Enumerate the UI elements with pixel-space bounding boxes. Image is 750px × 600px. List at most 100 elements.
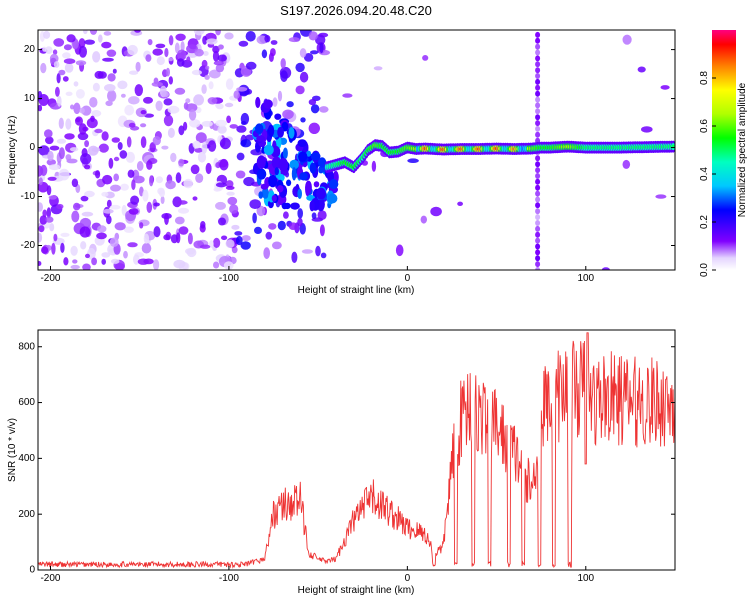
- spectrogram-cell: [535, 243, 541, 250]
- spectrogram-cell: [240, 139, 252, 148]
- spectrogram-cell: [129, 70, 139, 75]
- spectrogram-cell: [305, 182, 310, 197]
- spectrogram-cell: [201, 84, 207, 94]
- spectrogram-cell: [70, 104, 75, 110]
- x-tick-label: -200: [40, 273, 60, 284]
- spectrogram-cell: [430, 206, 442, 217]
- spectrogram-cell: [535, 202, 541, 209]
- spectrogram-cell: [91, 110, 102, 117]
- spectrogram-cell: [229, 204, 239, 214]
- spectrogram-cell: [315, 245, 321, 257]
- y-tick-label: 600: [18, 397, 35, 408]
- spectrogram-cell: [38, 261, 42, 266]
- spectrogram-cell: [660, 85, 670, 90]
- spectrogram-cell: [193, 94, 205, 106]
- colorbar-tick-label: 0.4: [699, 167, 710, 181]
- spectrogram-cell: [271, 194, 277, 202]
- spectrogram-cell: [53, 38, 65, 47]
- spectrogram-cell: [65, 154, 72, 161]
- spectrogram-cell: [175, 172, 182, 184]
- colorbar-tick-label: 0.6: [699, 119, 710, 133]
- spectrogram-cell: [200, 221, 206, 229]
- spectrogram-cell: [277, 220, 286, 231]
- spectrogram-cell: [245, 61, 257, 70]
- spectrogram-cell: [143, 233, 150, 244]
- spectrogram-cell: [92, 51, 101, 63]
- spectrogram-cell: [135, 61, 141, 72]
- spectrogram-cell: [289, 159, 300, 170]
- spectrogram-cell: [308, 31, 318, 41]
- spectrogram-cell: [535, 102, 541, 109]
- spectrogram-cell: [63, 257, 69, 266]
- spectrogram-cell: [75, 89, 85, 99]
- spectrogram-cell: [48, 195, 57, 200]
- spectrogram-cell: [165, 180, 176, 190]
- spectrogram-cell: [622, 159, 631, 169]
- spectrogram-cell: [207, 97, 218, 105]
- spectrogram-cell: [71, 210, 80, 223]
- spectrogram-cell: [260, 183, 269, 190]
- spectrogram-cell: [215, 63, 225, 73]
- spectrogram-cell: [371, 160, 377, 172]
- spectrogram-cell: [153, 226, 161, 238]
- spectrogram-cell: [299, 172, 308, 181]
- colorbar-tick-label: 0.2: [699, 215, 710, 229]
- spectrogram-cell: [280, 70, 288, 82]
- spectrogram-cell: [175, 33, 186, 41]
- spectrogram-cell: [535, 237, 541, 244]
- spectrogram-cell: [94, 70, 104, 79]
- spectrogram-cell: [66, 34, 76, 43]
- spectrogram-cell: [457, 201, 463, 206]
- spectrogram-cell: [282, 147, 288, 159]
- spectrogram-cell: [149, 142, 156, 153]
- spectrogram-cell: [170, 152, 177, 163]
- spectrogram-cell: [146, 201, 153, 213]
- spectrogram-cell: [213, 187, 221, 192]
- spectrogram-cell: [102, 57, 114, 62]
- spectrogram-cell: [38, 225, 45, 233]
- spectrogram-cell: [535, 73, 541, 79]
- spectrogram-cell: [268, 174, 278, 188]
- spectrogram-cell: [104, 84, 116, 92]
- spectrogram-cell: [240, 241, 251, 250]
- spectrogram-cell: [163, 114, 174, 127]
- spectrogram-cell: [105, 100, 113, 107]
- spectrogram-cell: [535, 55, 541, 62]
- spectrogram-cell: [310, 50, 319, 55]
- spectrogram-cell: [70, 264, 80, 270]
- spectrogram-cell: [286, 101, 294, 108]
- spectrogram-cell: [535, 43, 541, 50]
- spectrogram-cell: [124, 104, 135, 116]
- spectrogram-cell: [73, 81, 79, 87]
- snr-y-ticks: 0 200 400 600 800: [18, 341, 675, 576]
- spectrogram-ylabel: Frequency (Hz): [7, 116, 18, 185]
- spectrogram-cell: [319, 42, 324, 54]
- spectrogram-cell: [238, 40, 249, 47]
- spectrogram-cell: [79, 107, 85, 114]
- spectrogram-cell: [280, 58, 286, 69]
- spectrogram-cell: [143, 113, 154, 118]
- spectrogram-cell: [299, 71, 309, 83]
- spectrogram-cell: [268, 124, 275, 137]
- spectrogram-cell: [123, 250, 128, 259]
- y-tick-label: 10: [24, 93, 36, 104]
- spectrogram-cell: [254, 226, 262, 234]
- spectrogram-cell: [60, 232, 70, 237]
- spectrogram-cell: [168, 76, 173, 85]
- spectrogram-cell: [40, 62, 47, 74]
- spectrogram-cell: [194, 147, 203, 153]
- spectrogram-cell: [49, 223, 55, 232]
- spectrogram-cell: [94, 128, 103, 134]
- spectrogram-cell: [128, 208, 139, 215]
- spectrogram-image: [38, 30, 675, 270]
- spectrogram-cell: [229, 124, 238, 129]
- spectrogram-cell: [277, 90, 283, 102]
- spectrogram-cell: [225, 180, 234, 188]
- spectrogram-cell: [62, 76, 69, 82]
- spectrogram-cell: [217, 54, 227, 62]
- spectrogram-cell: [63, 58, 76, 64]
- spectrogram-cell: [212, 50, 220, 62]
- spectrogram-cell: [191, 69, 202, 76]
- spectrogram-cell: [70, 245, 78, 256]
- spectrogram-cell: [291, 167, 297, 181]
